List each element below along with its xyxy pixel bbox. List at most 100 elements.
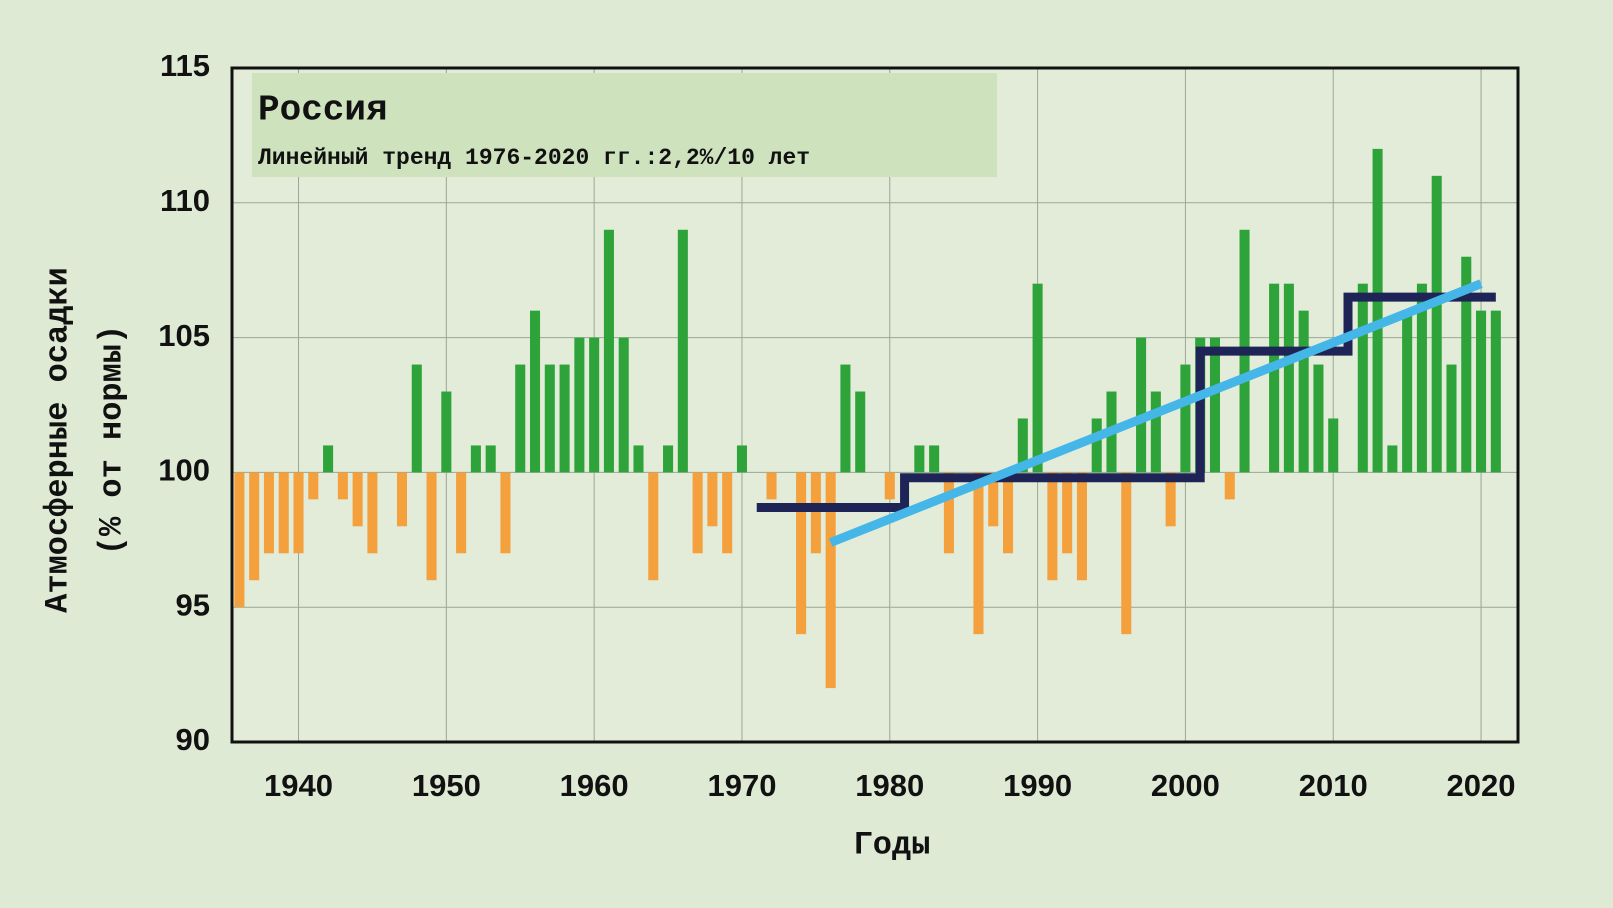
y-axis-label: Атмосферные осадки — [39, 267, 76, 613]
y-tick-label: 105 — [158, 318, 210, 353]
x-tick-label: 1940 — [264, 768, 333, 803]
x-tick-label: 1960 — [560, 768, 629, 803]
x-tick-label: 2010 — [1299, 768, 1368, 803]
bar — [1269, 283, 1280, 473]
bar — [1328, 418, 1339, 473]
y-tick-label: 90 — [176, 722, 210, 757]
bar — [825, 472, 836, 689]
bar — [352, 472, 363, 527]
bar — [500, 472, 511, 554]
plot-frame — [230, 66, 1520, 744]
bar — [234, 472, 245, 608]
x-tick-label: 1990 — [1003, 768, 1072, 803]
bar — [1076, 472, 1087, 581]
trend-line — [828, 279, 1483, 547]
bar — [441, 391, 452, 473]
bar — [308, 472, 319, 500]
bar — [1121, 472, 1132, 635]
bar — [1476, 310, 1487, 473]
bar — [663, 445, 674, 473]
bar — [973, 472, 984, 635]
bar — [840, 364, 851, 473]
bar — [1136, 337, 1147, 473]
bar — [988, 472, 999, 527]
bar — [1003, 472, 1014, 554]
bar — [470, 445, 481, 473]
bar — [1224, 472, 1235, 500]
bar — [293, 472, 304, 554]
bar — [692, 472, 703, 554]
bar — [884, 472, 895, 500]
bar — [1416, 283, 1427, 473]
bar — [1091, 418, 1102, 473]
title-box — [252, 73, 997, 177]
y-tick-label: 110 — [160, 183, 210, 218]
bar — [1165, 472, 1176, 527]
x-axis-label: Годы — [854, 826, 931, 863]
bar — [1357, 283, 1368, 473]
decade-mean-line — [756, 292, 1496, 512]
bar — [396, 472, 408, 527]
bar — [648, 472, 659, 581]
bar — [929, 445, 940, 473]
bar — [426, 472, 437, 581]
bar — [456, 472, 467, 554]
bar — [1387, 445, 1398, 473]
bar — [603, 229, 614, 473]
bar — [810, 472, 821, 554]
bar — [1047, 472, 1058, 581]
chart-title: Россия — [258, 90, 388, 131]
bar — [796, 472, 807, 635]
bar — [1298, 310, 1309, 473]
bar — [1402, 310, 1413, 473]
bar — [707, 472, 718, 527]
bar — [323, 445, 334, 473]
bar — [1017, 418, 1028, 473]
bar — [589, 337, 600, 473]
bar — [529, 310, 541, 473]
bar — [1461, 256, 1472, 473]
bar — [736, 445, 747, 473]
bar — [1446, 364, 1457, 473]
y-tick-label: 95 — [176, 587, 210, 622]
bar — [1372, 148, 1383, 473]
bar — [249, 472, 260, 581]
bar — [1431, 175, 1442, 473]
x-tick-label: 2020 — [1447, 768, 1516, 803]
bar — [485, 445, 496, 473]
x-tick-label: 2000 — [1151, 768, 1220, 803]
bar — [914, 445, 925, 473]
bar — [766, 472, 777, 500]
y-tick-label: 100 — [158, 453, 210, 488]
y-tick-label: 115 — [160, 48, 210, 83]
chart-subtitle: Линейный тренд 1976-2020 гг.:2,2%/10 лет — [258, 145, 810, 171]
bar — [411, 364, 422, 473]
bar — [633, 445, 644, 473]
bar — [855, 391, 866, 473]
bar — [263, 472, 274, 554]
bar — [515, 364, 526, 473]
bar — [1209, 337, 1221, 473]
bar — [618, 337, 629, 473]
bar — [544, 364, 555, 473]
bar — [943, 472, 954, 554]
bar — [367, 472, 378, 554]
y-axis-label: (% от нормы) — [93, 325, 130, 555]
bar — [1490, 310, 1501, 473]
bar — [337, 472, 348, 500]
bar — [559, 364, 570, 473]
bar — [677, 229, 688, 473]
x-tick-label: 1980 — [855, 768, 924, 803]
bar — [1180, 364, 1191, 473]
bar — [1032, 283, 1043, 473]
bar — [1150, 391, 1161, 473]
bar — [722, 472, 733, 554]
bar — [1313, 364, 1324, 473]
bar — [574, 337, 585, 473]
bar — [278, 472, 289, 554]
x-tick-label: 1970 — [707, 768, 776, 803]
bar — [1062, 472, 1073, 554]
x-tick-label: 1950 — [412, 768, 481, 803]
bar — [1283, 283, 1294, 473]
